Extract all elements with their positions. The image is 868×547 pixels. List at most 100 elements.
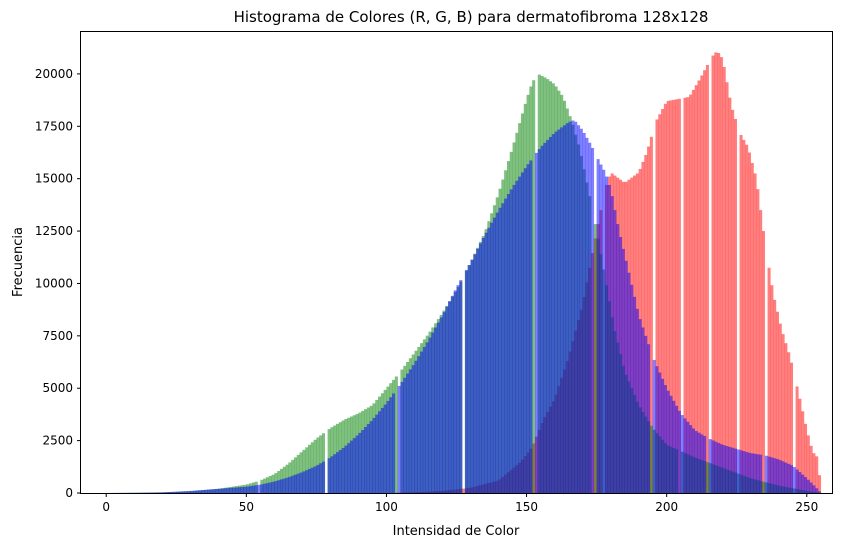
histogram-bar xyxy=(585,137,589,493)
histogram-bar xyxy=(372,417,376,493)
histogram-bar xyxy=(602,169,606,493)
histogram-bar xyxy=(725,82,729,493)
histogram-bar xyxy=(767,456,771,493)
histogram-bar xyxy=(330,456,334,493)
histogram-bar xyxy=(400,381,404,493)
y-tick-label: 0 xyxy=(65,486,73,500)
histogram-bar xyxy=(509,189,513,493)
histogram-bar xyxy=(731,109,735,493)
histogram-bar xyxy=(333,454,337,493)
histogram-bar xyxy=(700,434,704,493)
histogram-bar xyxy=(347,443,351,493)
histogram-bar xyxy=(747,452,751,493)
histogram-bar xyxy=(711,55,715,493)
histogram-bar xyxy=(792,467,796,493)
histogram-bar xyxy=(159,492,163,493)
histogram-bar xyxy=(683,97,687,494)
x-axis-label: Intensidad de Color xyxy=(393,524,520,539)
histogram-bar xyxy=(156,492,160,493)
histogram-bar xyxy=(703,70,707,494)
histogram-bar xyxy=(369,421,373,493)
histogram-bar xyxy=(319,463,323,493)
histogram-bar xyxy=(459,280,463,493)
histogram-bar xyxy=(770,285,774,493)
histogram-bar xyxy=(249,486,253,493)
histogram-bar xyxy=(728,446,732,493)
histogram-bar xyxy=(338,450,342,493)
histogram-bar xyxy=(661,109,665,493)
histogram-bar xyxy=(257,484,261,493)
histogram-bar xyxy=(663,385,667,493)
histogram-bar xyxy=(661,378,665,493)
histogram-bar xyxy=(448,301,452,493)
histogram-bar xyxy=(565,123,569,494)
histogram-bar xyxy=(666,100,670,493)
histogram-bar xyxy=(293,474,298,493)
histogram-bar xyxy=(198,490,202,493)
histogram-bar xyxy=(476,248,480,493)
histogram-bar xyxy=(464,270,468,493)
histogram-bar xyxy=(313,466,317,493)
histogram-bar xyxy=(750,162,754,493)
histogram-bar xyxy=(406,373,410,493)
histogram-bar xyxy=(663,103,667,494)
histogram-bar xyxy=(181,491,185,493)
histogram-bar xyxy=(798,472,802,493)
histogram-bar xyxy=(277,480,281,493)
histogram-bar xyxy=(705,462,709,493)
histogram-bar xyxy=(431,332,435,493)
histogram-bar xyxy=(397,385,401,493)
histogram-bar xyxy=(708,439,712,493)
x-tick-label: 100 xyxy=(375,500,398,514)
histogram-bar xyxy=(176,491,180,493)
histogram-bar xyxy=(543,142,547,493)
histogram-bar xyxy=(195,490,199,493)
histogram-bar xyxy=(733,448,737,493)
y-tick-label: 7500 xyxy=(42,329,73,343)
y-tick-label: 15000 xyxy=(35,172,73,186)
y-tick-label: 10000 xyxy=(35,276,73,290)
histogram-bar xyxy=(268,482,272,493)
histogram-bar xyxy=(375,414,379,493)
histogram-bar xyxy=(647,344,651,493)
histogram-bar xyxy=(759,454,763,493)
histogram-bars xyxy=(106,52,822,494)
histogram-bar xyxy=(207,489,211,493)
histogram-bar xyxy=(806,435,810,494)
histogram-bar xyxy=(675,405,679,493)
histogram-bar xyxy=(610,196,614,493)
histogram-bar xyxy=(291,475,295,493)
histogram-bar xyxy=(621,248,625,493)
histogram-bar xyxy=(705,65,709,493)
histogram-bar xyxy=(817,491,822,493)
histogram-bar xyxy=(691,428,695,493)
histogram-bar xyxy=(742,139,746,494)
histogram-bar xyxy=(700,75,704,493)
histogram-bar xyxy=(501,203,505,493)
histogram-bar xyxy=(722,445,726,493)
histogram-bar xyxy=(232,487,236,493)
histogram-bar xyxy=(193,490,197,493)
histogram-bar xyxy=(801,411,805,493)
histogram-bar xyxy=(453,290,457,493)
histogram-bar xyxy=(809,445,813,493)
histogram-bar xyxy=(282,478,286,493)
histogram-bar xyxy=(162,492,166,493)
histogram-bar xyxy=(296,473,300,493)
histogram-bar xyxy=(512,184,516,493)
histogram-bar xyxy=(669,100,673,494)
histogram-bar xyxy=(167,492,171,493)
histogram-bar xyxy=(672,400,676,493)
histogram-bar xyxy=(204,489,208,493)
histogram-bar xyxy=(795,386,799,493)
histogram-bar xyxy=(669,395,673,493)
histogram-bar xyxy=(677,98,681,493)
histogram-bar xyxy=(795,469,799,493)
histogram-bar xyxy=(731,447,735,493)
histogram-bar xyxy=(305,470,309,493)
histogram-bar xyxy=(383,404,387,493)
histogram-bar xyxy=(557,129,561,493)
histogram-bar xyxy=(745,144,749,493)
histogram-bar xyxy=(518,176,522,493)
